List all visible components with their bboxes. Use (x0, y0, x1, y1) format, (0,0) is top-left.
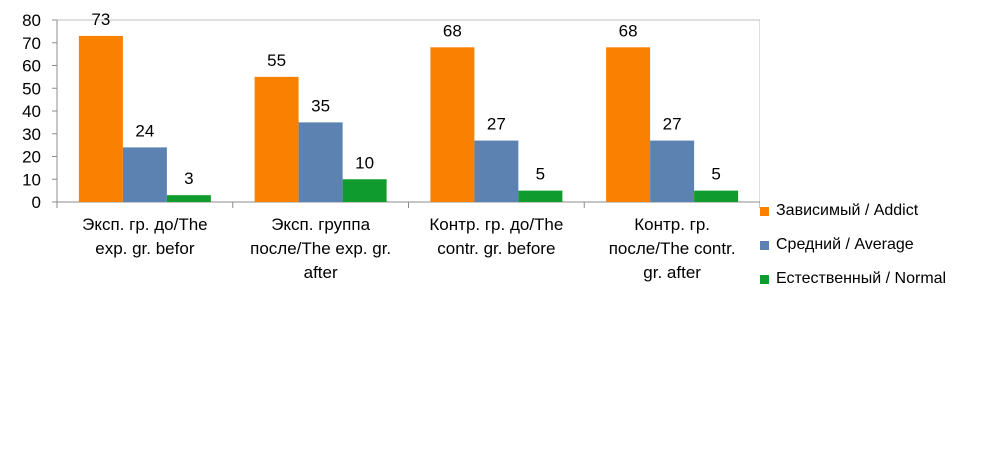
data-label: 5 (711, 165, 720, 184)
bar (518, 190, 563, 202)
bar (474, 140, 519, 202)
category-label-line: Контр. гр. (634, 215, 710, 234)
data-label: 55 (267, 51, 286, 70)
y-tick-label: 10 (22, 170, 41, 189)
legend-swatch (760, 274, 769, 284)
data-label: 27 (663, 115, 682, 134)
data-label: 24 (135, 121, 154, 140)
category-label-line: exp. gr. befor (95, 239, 195, 258)
legend-item: Средний / Average (760, 228, 946, 262)
category-label-line: gr. after (643, 263, 701, 282)
bar (298, 122, 343, 202)
legend: Зависимый / Addict Средний / Average Естес… (760, 194, 946, 296)
category-label-line: contr. gr. before (437, 239, 555, 258)
bar (606, 47, 651, 202)
bar (650, 140, 695, 202)
bar (122, 147, 167, 202)
y-tick-label: 20 (22, 148, 41, 167)
bar (342, 179, 387, 202)
data-label: 5 (536, 165, 545, 184)
category-label-line: после/The contr. (609, 239, 736, 258)
legend-item: Зависимый / Addict (760, 194, 946, 228)
bar (166, 195, 211, 202)
y-tick-label: 30 (22, 125, 41, 144)
data-label: 73 (91, 10, 110, 29)
y-tick-label: 70 (22, 34, 41, 53)
bar (254, 76, 299, 202)
category-label-line: after (304, 263, 338, 282)
data-label: 3 (184, 169, 193, 188)
y-tick-label: 60 (22, 57, 41, 76)
bar (78, 35, 123, 202)
category-label-line: Эксп. группа (271, 215, 370, 234)
y-tick-label: 40 (22, 102, 41, 121)
y-tick-label: 0 (32, 193, 41, 212)
category-label: Эксп. группа после/The exp. gr. after (250, 215, 391, 282)
category-label: Контр. гр. до/The contr. gr. before (429, 215, 563, 258)
legend-label: Средний / Average (776, 236, 914, 253)
legend-label: Зависимый / Addict (776, 202, 919, 219)
category-label-line: после/The exp. gr. (250, 239, 391, 258)
data-label: 35 (311, 96, 330, 115)
legend-label: Естественный / Normal (776, 270, 947, 287)
y-tick-label: 50 (22, 79, 41, 98)
bar (430, 47, 475, 202)
category-label: Контр. гр. после/The contr. gr. after (609, 215, 736, 282)
category-label-line: Эксп. гр. до/The (82, 215, 208, 234)
y-tick-label: 80 (22, 11, 41, 30)
y-axis: 0 10 20 30 40 50 60 70 80 (22, 11, 760, 212)
category-label-line: Контр. гр. до/The (429, 215, 563, 234)
data-label: 27 (487, 115, 506, 134)
bars (78, 35, 739, 202)
category-label: Эксп. гр. до/The exp. gr. befor (82, 215, 208, 258)
data-label: 68 (443, 21, 462, 40)
legend-swatch (760, 240, 769, 250)
x-axis-categories: Эксп. гр. до/The exp. gr. befor Эксп. груп… (82, 215, 735, 282)
data-label: 68 (619, 21, 638, 40)
data-label: 10 (355, 153, 374, 172)
bar (694, 190, 739, 202)
legend-swatch (760, 206, 769, 216)
legend-item: Естественный / Normal (760, 262, 946, 296)
